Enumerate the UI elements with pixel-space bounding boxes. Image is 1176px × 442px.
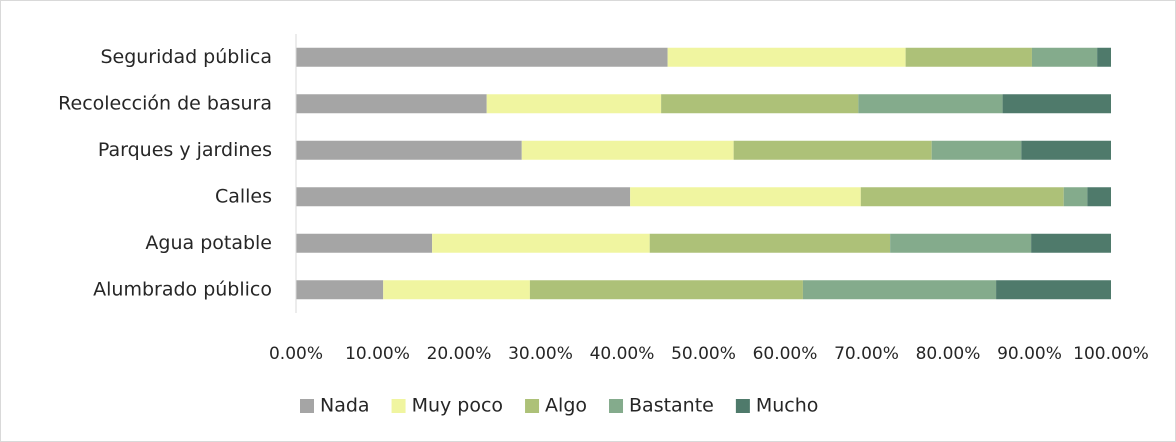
bar-segment xyxy=(1002,94,1111,114)
y-tick-label: Agua potable xyxy=(145,232,272,254)
x-tick-label: 20.00% xyxy=(427,344,492,364)
legend-label: Muy poco xyxy=(412,395,503,417)
legend-swatch xyxy=(391,399,406,413)
bar-segment xyxy=(860,187,1064,207)
legend-swatch xyxy=(609,399,624,413)
x-tick-label: 100.00% xyxy=(1073,344,1149,364)
bar-segment xyxy=(1031,233,1111,253)
bar-segment xyxy=(890,233,1032,253)
bar-segment xyxy=(996,280,1111,300)
x-tick-label: 30.00% xyxy=(508,344,573,364)
legend-label: Bastante xyxy=(629,395,714,417)
bar-segment xyxy=(1021,140,1111,160)
bar-segment xyxy=(905,47,1032,67)
x-tick-label: 40.00% xyxy=(590,344,655,364)
bar-segment xyxy=(1087,187,1111,207)
y-tick-label: Parques y jardines xyxy=(98,139,272,161)
legend-swatch xyxy=(300,399,314,413)
bar-segment xyxy=(649,233,891,253)
bar-segment xyxy=(1063,187,1088,207)
bar-segment xyxy=(661,94,859,114)
bar-segment xyxy=(529,280,803,300)
x-tick-label: 60.00% xyxy=(753,344,818,364)
bar-segment xyxy=(296,94,487,114)
bar-segment xyxy=(296,187,631,207)
legend-label: Algo xyxy=(545,395,587,417)
legend-swatch xyxy=(525,399,540,413)
bar-segment xyxy=(858,94,1003,114)
x-tick-label: 10.00% xyxy=(345,344,410,364)
bar-segment xyxy=(630,187,861,207)
x-tick-label: 90.00% xyxy=(997,344,1062,364)
legend-swatch xyxy=(735,399,750,413)
bar-segment xyxy=(296,233,433,253)
legend-label: Nada xyxy=(320,395,370,417)
legend-label: Mucho xyxy=(756,395,819,417)
y-tick-label: Recolección de basura xyxy=(58,92,272,114)
bar-segment xyxy=(931,140,1022,160)
bar-segment xyxy=(521,140,734,160)
bar-segment xyxy=(1097,47,1111,67)
bar-segment xyxy=(802,280,997,300)
x-tick-label: 80.00% xyxy=(916,344,981,364)
y-tick-label: Calles xyxy=(215,185,272,207)
y-tick-label: Alumbrado público xyxy=(93,278,272,300)
bar-segment xyxy=(296,280,384,300)
bar-segment xyxy=(486,94,662,114)
bar-segment xyxy=(296,140,522,160)
bar-segment xyxy=(1031,47,1098,67)
bar-segment xyxy=(667,47,906,67)
bar-segment xyxy=(733,140,932,160)
x-tick-label: 50.00% xyxy=(671,344,736,364)
bar-segment xyxy=(383,280,530,300)
bar-segment xyxy=(432,233,650,253)
bar-segment xyxy=(296,47,668,67)
y-tick-label: Seguridad pública xyxy=(100,46,272,68)
x-tick-label: 70.00% xyxy=(834,344,899,364)
x-tick-label: 0.00% xyxy=(269,344,323,364)
